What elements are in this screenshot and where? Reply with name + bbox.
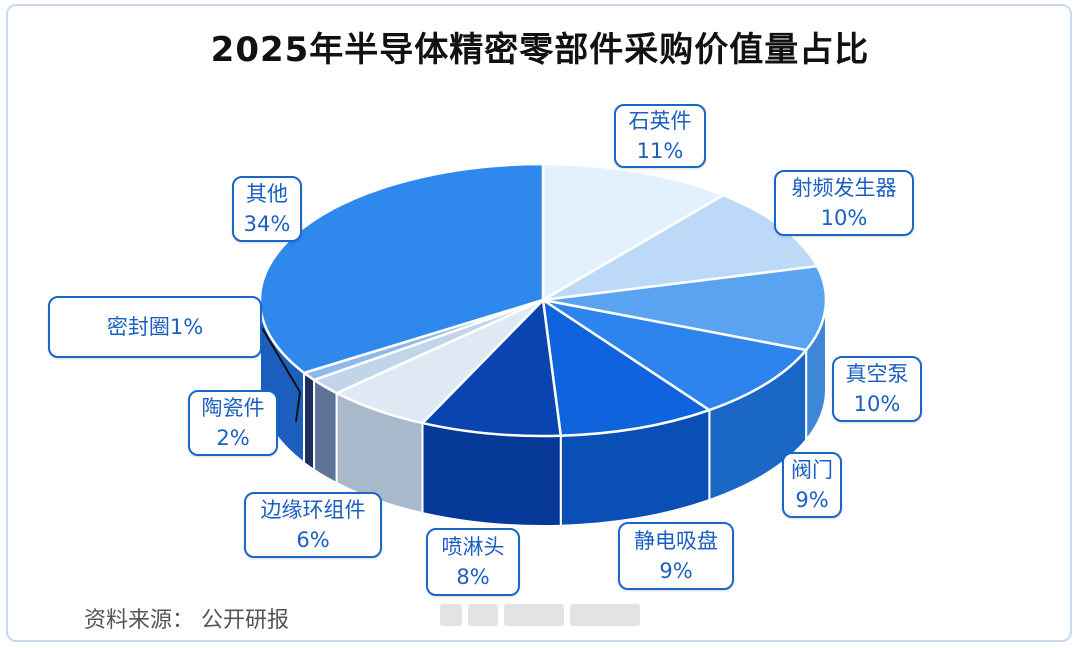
leader-line-1 — [295, 391, 301, 423]
callout-seal-label: 密封圈1% — [106, 315, 204, 339]
source-note: 资料来源： 公开研报 — [84, 608, 289, 633]
callout-shower-label: 喷淋头 — [441, 535, 505, 559]
pie-slice-3 — [541, 298, 808, 412]
pie-side-7 — [313, 378, 338, 485]
pie-side-5 — [421, 421, 562, 527]
callout-valve-label: 阀门 — [791, 458, 833, 482]
callout-shower: 喷淋头 8% — [426, 528, 520, 596]
leader-lines — [261, 327, 301, 423]
leader-line-0 — [261, 327, 301, 393]
callout-quartz-label: 石英件 — [628, 109, 692, 133]
callout-edge-label: 边缘环组件 — [260, 498, 366, 522]
watermark — [440, 604, 650, 632]
callout-other-percent: 34% — [243, 212, 291, 236]
pie-tops — [258, 162, 828, 438]
chart-title: 2025年半导体精密零部件采购价值量占比 — [210, 30, 870, 70]
callout-rf-label: 射频发生器 — [791, 176, 897, 200]
callout-quartz: 石英件 11% — [614, 104, 706, 168]
callout-edge: 边缘环组件 6% — [244, 492, 382, 558]
callout-ceramic-label: 陶瓷件 — [201, 396, 265, 420]
callout-other: 其他 34% — [232, 176, 302, 242]
callout-shower-percent: 8% — [456, 565, 490, 589]
callout-vacuum-percent: 10% — [853, 392, 901, 416]
callout-vacuum: 真空泵 10% — [832, 356, 922, 422]
callout-rf-percent: 10% — [820, 206, 868, 230]
pie-slice-0 — [541, 162, 725, 302]
pie-side-8 — [303, 370, 316, 472]
callout-esc: 静电吸盘 9% — [618, 522, 734, 590]
callout-other-label: 其他 — [246, 182, 288, 206]
callout-edge-percent: 6% — [296, 528, 330, 552]
callout-quartz-percent: 11% — [636, 139, 684, 163]
pie-slice-2 — [541, 264, 828, 352]
pie-slice-5 — [421, 298, 563, 438]
callout-valve-percent: 9% — [795, 488, 829, 512]
callout-esc-label: 静电吸盘 — [634, 529, 718, 553]
callout-seal: 密封圈1% — [48, 296, 262, 358]
pie-slice-4 — [541, 298, 711, 437]
callout-valve: 阀门 9% — [782, 452, 842, 518]
callout-esc-percent: 9% — [659, 559, 693, 583]
callout-rf: 射频发生器 10% — [774, 170, 914, 236]
callout-vacuum-label: 真空泵 — [845, 362, 909, 386]
callout-ceramic-percent: 2% — [216, 426, 250, 450]
callout-ceramic: 陶瓷件 2% — [188, 390, 278, 456]
